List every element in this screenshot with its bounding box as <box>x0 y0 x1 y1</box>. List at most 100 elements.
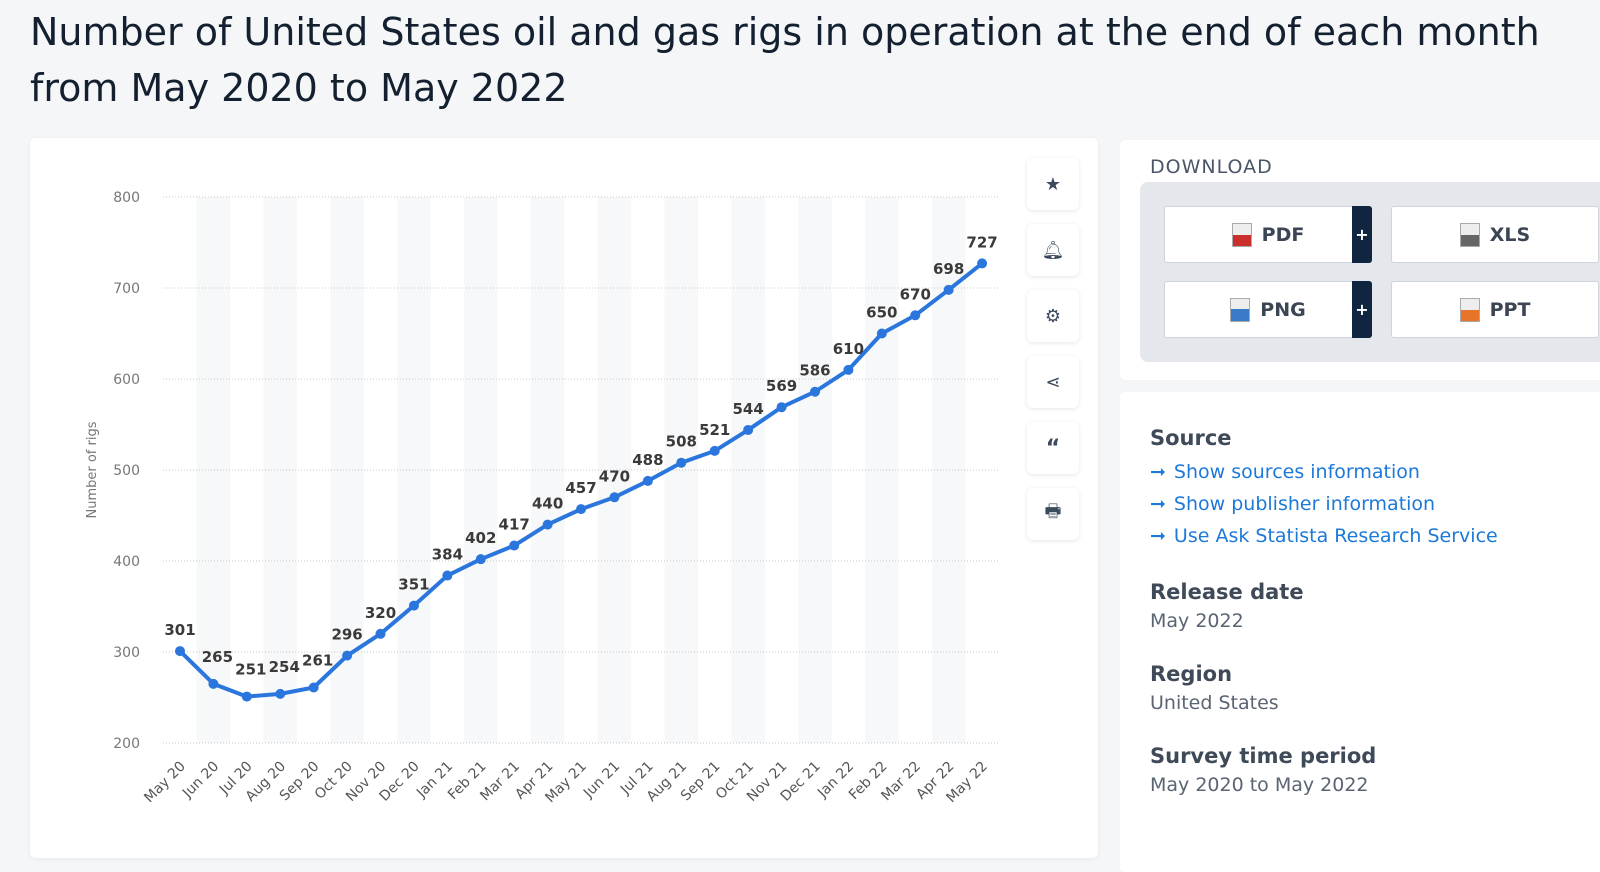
download-panel: DOWNLOAD PDF + XLS PNG + PPT <box>1120 140 1600 380</box>
info-panel: Source ➞ Show sources information ➞ Show p… <box>1120 392 1600 872</box>
download-png-button[interactable]: PNG + <box>1164 281 1372 338</box>
data-point <box>576 504 587 515</box>
png-label: PNG <box>1260 298 1306 321</box>
data-label: 440 <box>532 495 563 513</box>
data-point <box>442 570 453 581</box>
release-heading: Release date <box>1150 580 1304 604</box>
data-label: 251 <box>235 661 266 679</box>
data-label: 265 <box>202 648 233 666</box>
png-file-icon <box>1230 297 1251 322</box>
data-point <box>308 682 319 693</box>
download-heading: DOWNLOAD <box>1150 156 1273 178</box>
x-tick-label: Jun 20 <box>179 759 222 802</box>
column-band <box>865 197 899 743</box>
pdf-options-button[interactable]: + <box>1352 206 1372 263</box>
y-tick-label: 300 <box>113 645 140 661</box>
data-point <box>642 475 653 486</box>
data-label: 402 <box>465 529 496 547</box>
star-icon: ★ <box>1044 173 1062 195</box>
xls-file-icon <box>1459 222 1480 247</box>
x-tick-label: May 20 <box>141 759 189 807</box>
period-heading: Survey time period <box>1150 744 1377 768</box>
data-point <box>208 678 219 689</box>
data-label: 470 <box>599 467 630 485</box>
arrow-right-icon: ➞ <box>1150 493 1166 515</box>
y-axis-label: Number of rigs <box>85 421 100 518</box>
data-label: 301 <box>164 621 195 639</box>
data-point <box>241 691 252 702</box>
data-label: 569 <box>766 377 797 395</box>
source-heading: Source <box>1150 426 1232 450</box>
ask-statista-link[interactable]: ➞ Use Ask Statista Research Service <box>1150 525 1498 547</box>
data-label: 670 <box>900 285 931 303</box>
data-point <box>342 650 353 661</box>
notification-button[interactable]: 🔔︎ <box>1027 224 1079 276</box>
pdf-label: PDF <box>1261 223 1305 246</box>
data-label: 417 <box>499 516 530 534</box>
data-point <box>809 386 820 397</box>
y-tick-label: 800 <box>113 190 140 206</box>
arrow-right-icon: ➞ <box>1150 461 1166 483</box>
data-label: 254 <box>269 658 300 676</box>
data-point <box>843 364 854 375</box>
data-point <box>509 540 520 551</box>
print-button[interactable]: 🖶 <box>1027 488 1079 540</box>
ppt-file-icon <box>1459 297 1480 322</box>
xls-label: XLS <box>1489 223 1531 246</box>
pdf-file-icon <box>1231 222 1252 247</box>
data-point <box>943 284 954 295</box>
data-point <box>375 628 386 639</box>
settings-button[interactable]: ⚙ <box>1027 290 1079 342</box>
y-tick-label: 400 <box>113 554 140 570</box>
download-pdf-button[interactable]: PDF + <box>1164 206 1372 263</box>
chart-toolbar: ★ 🔔︎ ⚙ ⋖ “ 🖶 <box>1027 158 1079 554</box>
data-label: 650 <box>866 304 897 322</box>
y-tick-label: 500 <box>113 463 140 479</box>
arrow-right-icon: ➞ <box>1150 525 1166 547</box>
share-icon: ⋖ <box>1045 371 1061 393</box>
data-point <box>910 310 921 321</box>
ppt-label: PPT <box>1489 298 1531 321</box>
data-label: 727 <box>966 233 997 251</box>
release-date: May 2022 <box>1150 610 1244 632</box>
cite-button[interactable]: “ <box>1027 422 1079 474</box>
data-point <box>776 402 787 413</box>
data-point <box>876 328 887 339</box>
data-point <box>542 519 553 530</box>
data-point <box>408 600 419 611</box>
page-title: Number of United States oil and gas rigs… <box>30 10 1540 110</box>
data-point <box>709 445 720 456</box>
png-options-button[interactable]: + <box>1352 281 1372 338</box>
data-label: 544 <box>732 400 763 418</box>
y-tick-label: 200 <box>113 736 140 752</box>
data-point <box>977 258 988 269</box>
chart-card: 200 300 400 500 600 700 800 Number of rigs May 2… <box>30 138 1098 858</box>
line-chart: 200 300 400 500 600 700 800 Number of rigs May 2… <box>85 190 1000 807</box>
download-ppt-button[interactable]: PPT <box>1391 281 1599 338</box>
print-icon: 🖶 <box>1044 501 1062 522</box>
data-point <box>175 646 185 657</box>
column-band <box>397 197 431 743</box>
data-label: 586 <box>799 362 830 380</box>
download-xls-button[interactable]: XLS <box>1391 206 1599 263</box>
data-label: 610 <box>833 340 864 358</box>
data-label: 488 <box>632 451 663 469</box>
data-point <box>275 688 286 699</box>
data-label: 698 <box>933 260 964 278</box>
data-label: 296 <box>331 626 362 644</box>
show-publisher-link[interactable]: ➞ Show publisher information <box>1150 493 1436 515</box>
data-label: 457 <box>565 479 596 497</box>
data-point <box>609 492 620 503</box>
gear-icon: ⚙ <box>1044 305 1062 327</box>
share-button[interactable]: ⋖ <box>1027 356 1079 408</box>
data-label: 320 <box>365 604 396 622</box>
region-value: United States <box>1150 692 1279 714</box>
region-heading: Region <box>1150 662 1233 686</box>
period-value: May 2020 to May 2022 <box>1150 774 1369 796</box>
x-tick-label: Jun 21 <box>580 759 623 802</box>
y-tick-label: 700 <box>113 281 140 297</box>
favorite-button[interactable]: ★ <box>1027 158 1079 210</box>
show-sources-link[interactable]: ➞ Show sources information <box>1150 461 1420 483</box>
data-point <box>475 554 486 565</box>
data-label: 261 <box>302 651 333 669</box>
